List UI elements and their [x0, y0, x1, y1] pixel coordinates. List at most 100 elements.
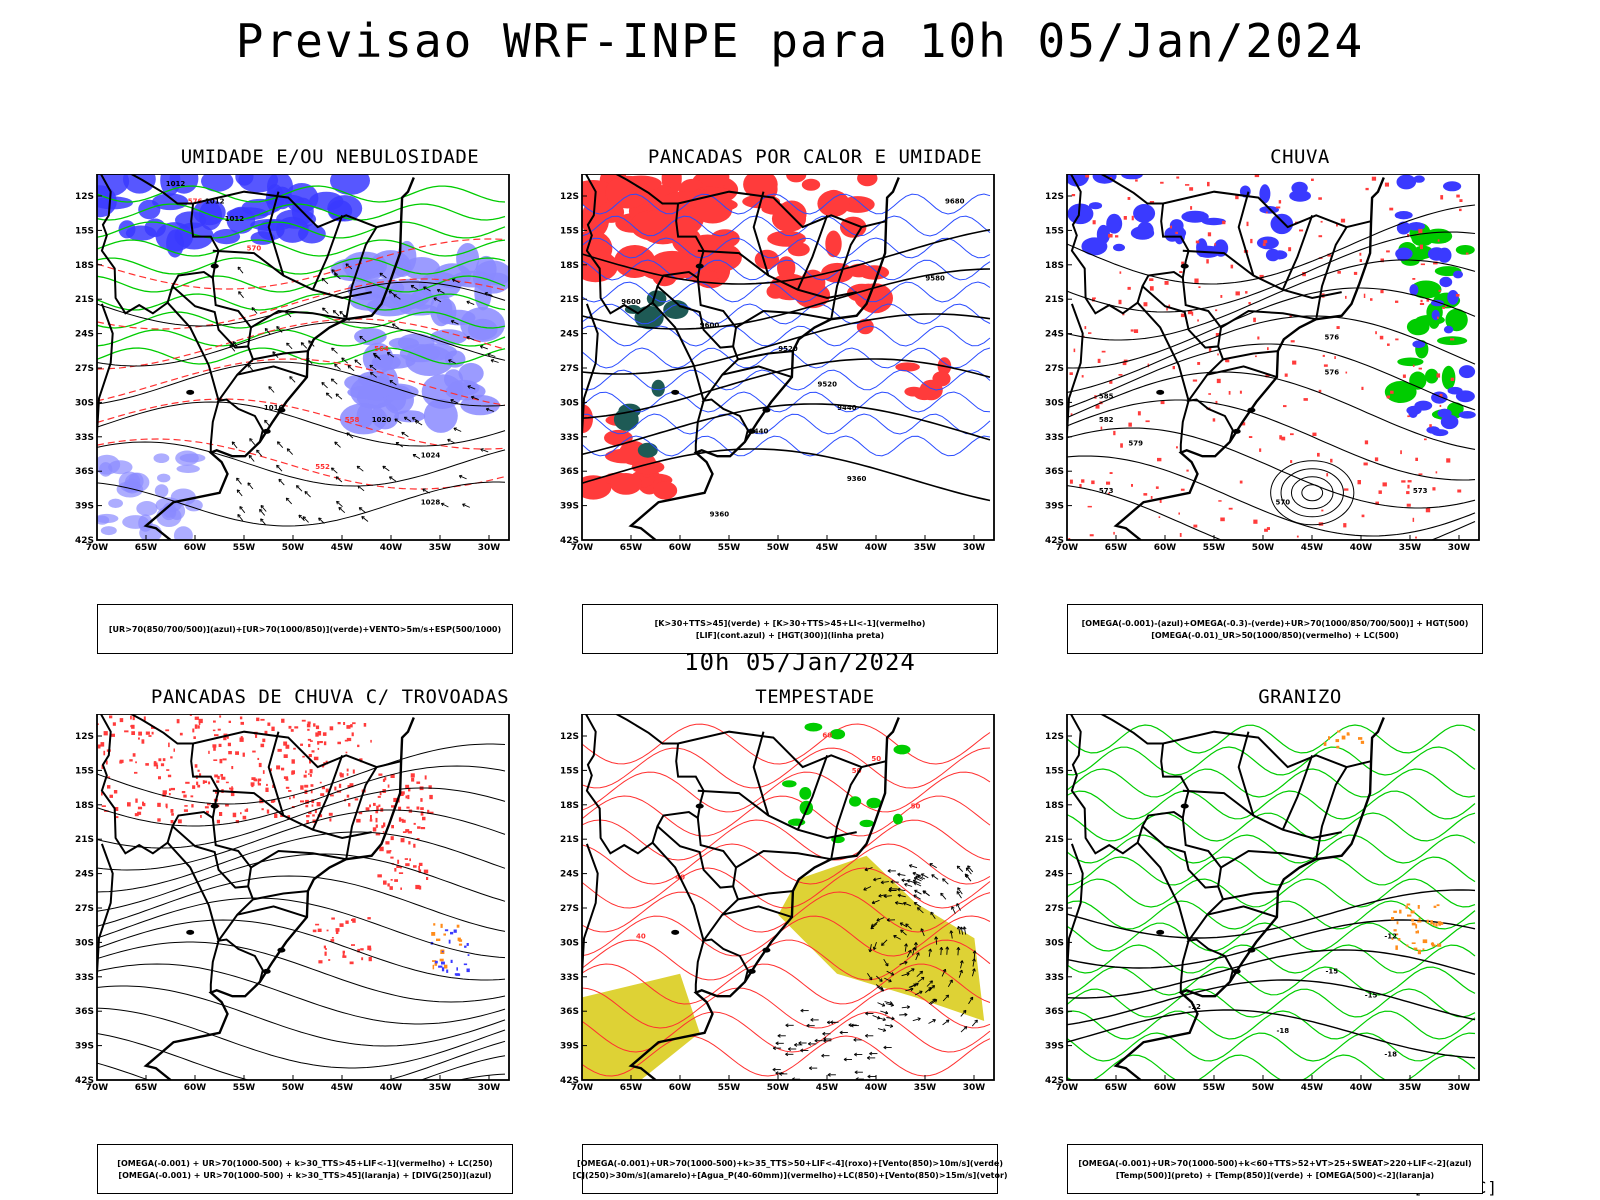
humidity-blue [339, 403, 388, 435]
height-500 [1067, 399, 1476, 481]
storm-red [308, 811, 312, 815]
storm-red [429, 794, 433, 800]
lake [262, 968, 271, 974]
omega-red [1159, 498, 1162, 503]
lon-tick-label: 40W [865, 543, 888, 553]
streamline [97, 743, 506, 805]
wind-vector [940, 947, 942, 956]
wind-vector [356, 465, 361, 470]
lake [277, 947, 286, 953]
lon-tick-label: 60W [184, 1083, 207, 1093]
wind-vector [248, 455, 255, 462]
wind-vector [912, 947, 916, 956]
omega-red [1245, 291, 1248, 294]
wind-vector [889, 1024, 894, 1028]
wind-vector [238, 291, 244, 299]
wind-vector [873, 877, 882, 881]
storm-blue [464, 945, 467, 948]
wind-vector [278, 478, 282, 483]
contour-label: 9600 [700, 321, 720, 329]
storm-red [329, 726, 334, 731]
storm-red [265, 787, 269, 792]
storm-blue [450, 959, 453, 963]
wind-green [866, 797, 882, 809]
wind-vector [884, 1010, 889, 1015]
omega-orange [1413, 947, 1418, 950]
omega-red [1343, 488, 1349, 491]
temp850 [1067, 812, 1476, 842]
wind-vector [863, 887, 867, 891]
storm-red [307, 738, 312, 741]
omega-orange [1411, 918, 1415, 922]
lat-tick-label: 24S [75, 870, 94, 880]
storm-red [194, 716, 199, 720]
jet-yellow [778, 855, 985, 1021]
thickness-red [97, 398, 506, 450]
wind-vector [913, 882, 922, 887]
omega-red [1433, 261, 1438, 265]
wind-green [849, 796, 862, 807]
storm-red [337, 722, 341, 725]
wind-vector [236, 477, 240, 482]
omega-red [1265, 374, 1270, 378]
storm-red [213, 720, 216, 723]
storm-red [347, 785, 351, 788]
wind-vector [939, 946, 944, 951]
lon-tick-label: 40W [1350, 1083, 1373, 1093]
instability-red [777, 256, 796, 280]
storm-red [266, 809, 270, 814]
wind-vector [451, 320, 459, 325]
storm-red [346, 725, 351, 729]
lat-tick-label: 30S [1045, 938, 1064, 948]
storm-red [377, 874, 382, 878]
omega-red [1175, 231, 1178, 234]
lake [1232, 428, 1241, 434]
storm-red [429, 811, 434, 814]
wind-vector [929, 980, 933, 984]
humidity-blue [460, 307, 505, 342]
storm-red [190, 795, 194, 798]
storm-red [354, 798, 359, 801]
instability-green [637, 442, 658, 458]
border-line [1136, 842, 1190, 941]
storm-red [416, 781, 421, 784]
storm-red [330, 794, 334, 797]
omega-blue [1092, 174, 1117, 184]
storm-red [198, 718, 203, 724]
omega-orange [1417, 949, 1421, 955]
wind-vector [369, 371, 374, 376]
omega-red [1284, 373, 1288, 377]
omega-red [1131, 484, 1133, 487]
omega-red [1143, 302, 1148, 307]
temp850 [1067, 768, 1476, 798]
temp500 [1067, 979, 1476, 1026]
instability-red [653, 481, 678, 500]
storm-red [242, 752, 245, 757]
wind-vector [450, 399, 459, 404]
omega-orange [1328, 736, 1330, 740]
wind-vector [401, 431, 405, 436]
wind-vector [232, 341, 237, 345]
water-red [582, 747, 991, 789]
omega-red [1254, 174, 1260, 178]
wind-vector [963, 926, 967, 935]
storm-red [199, 773, 202, 777]
wind-vector [947, 979, 953, 988]
map-pancadas-calor: 9680960096009520952094409440936093609580… [560, 174, 995, 553]
omega-red [1378, 490, 1382, 494]
border-line [737, 350, 793, 361]
lake [747, 428, 756, 434]
contour-label: 50 [852, 767, 862, 775]
omega-orange [1436, 904, 1440, 907]
wind-vector [951, 906, 956, 914]
omega-red [1228, 391, 1231, 395]
storm-red [285, 786, 290, 789]
storm-red [382, 778, 386, 782]
storm-red [389, 886, 393, 890]
wind-vector [946, 946, 948, 955]
map-frame [581, 174, 995, 541]
omega-orange [1407, 914, 1412, 917]
lat-tick-label: 36S [1045, 1007, 1064, 1017]
contour-label: -18 [1384, 1050, 1397, 1058]
lat-tick-label: 36S [560, 1007, 579, 1017]
